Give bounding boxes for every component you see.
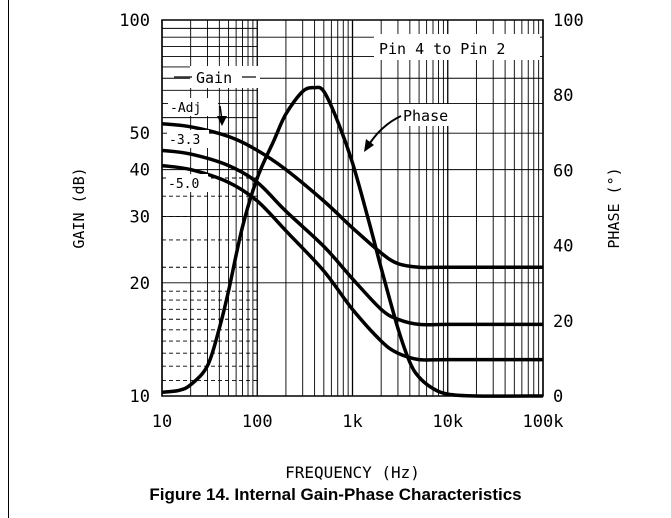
v50-label-background — [166, 174, 208, 192]
grid — [161, 20, 544, 396]
v33-curve-label: -3.3 — [169, 133, 200, 148]
adj-arrowhead — [217, 116, 227, 126]
y-left-tick-label: 20 — [130, 274, 150, 294]
y-right-tick-label: 40 — [553, 237, 573, 257]
y-right-tick-label: 20 — [553, 312, 573, 332]
y-right-tick-label: 100 — [553, 11, 584, 31]
gain-curve-50 — [161, 163, 543, 362]
gain-phase-chart: 10 100 1k 10k 100k1020304050100020406080100 … — [70, 11, 623, 482]
annotation-box-background — [374, 34, 540, 60]
y-axis-right-title: PHASE (°) — [605, 167, 623, 248]
gain-annotation: Gain — [196, 69, 232, 87]
v33-label-background — [167, 130, 209, 148]
y-right-tick-label: 80 — [553, 86, 573, 106]
phase-arrow — [367, 115, 402, 147]
figure-caption: Figure 14. Internal Gain-Phase Character… — [149, 485, 522, 504]
y-left-tick-label: 30 — [130, 208, 150, 228]
x-tick-label: 10 — [152, 412, 172, 432]
page-frame-line — [8, 0, 9, 518]
y-left-tick-label: 50 — [130, 124, 150, 144]
x-tick-label: 1k — [342, 412, 362, 432]
tick-labels: 10 100 1k 10k 100k 10 20 30 40 50 100 0 20 40 60 80 100 — [119, 11, 583, 432]
y-left-tick-label: 10 — [130, 387, 150, 407]
x-tick-label: 100k — [523, 412, 564, 432]
series-group — [161, 85, 544, 398]
phase-curve — [161, 85, 544, 398]
y-right-tick-label: 60 — [553, 161, 573, 181]
y-right-tick-label: 0 — [553, 387, 563, 407]
plot-border — [161, 19, 544, 397]
dashed-grid — [162, 177, 258, 381]
y-left-tick-label: 100 — [119, 11, 150, 31]
gain-curve-adj — [161, 121, 543, 270]
gain-curve-33 — [161, 148, 543, 327]
adj-curve-label: -Adj — [170, 101, 201, 116]
x-axis-title: FREQUENCY (Hz) — [285, 463, 420, 482]
v50-curve-label: -5.0 — [168, 177, 199, 192]
y-left-tick-label: 40 — [130, 161, 150, 181]
x-tick-label: 100 — [242, 412, 273, 432]
adj-label-background — [168, 98, 218, 116]
annotation-pin-label: Pin 4 to Pin 2 — [379, 40, 505, 58]
phase-arrowhead — [364, 139, 374, 152]
phase-annotation: Phase — [403, 107, 448, 125]
y-axis-left-title: GAIN (dB) — [70, 167, 88, 248]
phase-label-background — [400, 104, 458, 126]
x-tick-label: 10k — [432, 412, 463, 432]
gain-label-background — [190, 66, 260, 88]
